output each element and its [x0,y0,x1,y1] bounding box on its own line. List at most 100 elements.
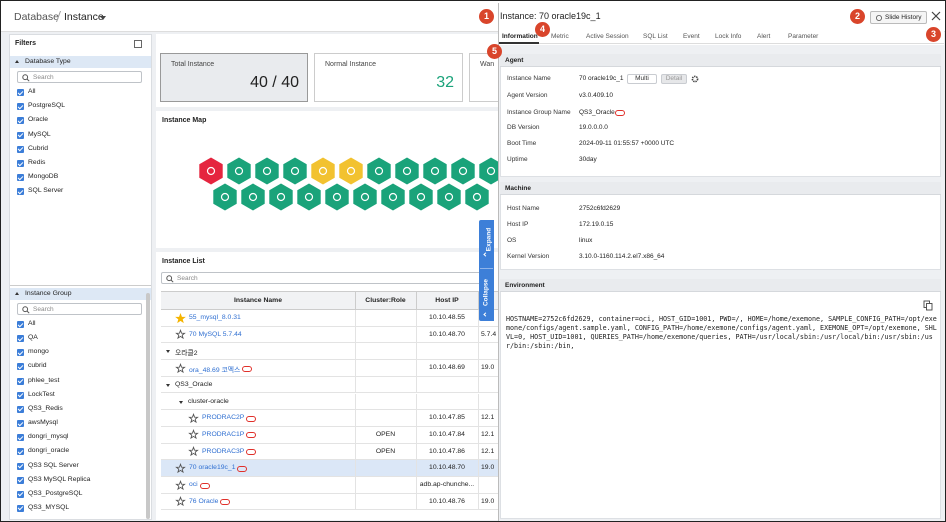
instance-hexagon [325,183,349,211]
field-value: 172.19.0.15 [579,221,614,228]
star-icon [175,312,186,323]
group-name: QS3_Oracle [175,380,213,388]
title-caret[interactable] [100,16,106,20]
detail-button[interactable]: Detail [661,74,687,84]
table-row[interactable] [161,326,498,344]
copy-icon[interactable] [923,300,933,311]
checkbox[interactable] [17,420,24,428]
instance-name[interactable]: PRODRAC2P [202,414,245,422]
checkbox[interactable] [17,321,24,328]
detail-tab[interactable]: SQL List [643,33,668,40]
detail-tab[interactable]: Information [502,33,538,40]
cell-divider [478,460,479,477]
checkbox[interactable] [17,103,24,111]
checkbox[interactable] [17,363,24,371]
checkbox[interactable] [17,349,24,357]
checkbox[interactable] [17,335,24,343]
instance-name[interactable]: ora_48.69 코멕스 [189,367,241,375]
filter-option: MongoDB [28,173,59,181]
scrollbar [146,293,150,519]
cell-divider [416,376,417,394]
instance-name[interactable]: 55_mysql_8.0.31 [189,314,241,321]
table-row[interactable] [161,477,498,494]
checkbox[interactable] [17,448,24,456]
instance-icon [374,166,384,176]
cell-divider [478,493,479,511]
instance-name[interactable]: 76 Oracle [189,497,219,505]
summary-card[interactable] [160,53,308,102]
clock [876,15,882,21]
group-caret[interactable] [166,383,170,387]
instance-hexagon [353,183,377,211]
checkbox[interactable] [17,490,24,498]
section-title: Environment [505,282,545,289]
checkbox[interactable] [17,160,24,167]
checkbox[interactable] [17,462,24,470]
cell-divider [478,477,479,494]
instance-name[interactable]: 70 oracle19c_1 [189,464,236,472]
detail-tab[interactable]: Metric [551,33,569,40]
table-row[interactable] [161,410,498,427]
instance-name[interactable]: oci [189,481,198,488]
checkbox[interactable] [17,391,24,399]
cell-divider [478,393,479,411]
search-icon [166,275,174,283]
collapse-caret[interactable] [15,292,19,295]
side-tab-label[interactable]: Collapse [482,278,490,307]
checkbox[interactable] [17,131,24,139]
table-row[interactable] [161,393,498,411]
multi-button[interactable]: Multi [627,74,657,84]
summary-card[interactable] [314,53,463,102]
detail-tab[interactable]: Parameter [788,33,819,40]
table-row[interactable] [161,426,498,444]
checkbox[interactable] [17,188,24,196]
checkbox[interactable] [17,476,24,484]
search-box[interactable]: Search [17,303,142,315]
checkbox[interactable] [17,174,24,182]
collapse-caret[interactable] [15,60,19,63]
checkbox[interactable] [17,89,24,96]
field-label: Uptime [507,156,528,163]
table-row[interactable] [161,493,498,511]
detail-tab[interactable]: Alert [757,33,771,40]
search-box[interactable]: Search [161,272,494,284]
host-ip: 10.10.47.85 [429,414,465,422]
table-row[interactable] [161,443,498,461]
detail-tab[interactable]: Active Session [586,33,629,40]
search-placeholder: Search [33,74,54,81]
filter-panel [9,34,152,520]
instance-map [199,157,503,211]
db-version: 5.7.4 [481,330,497,338]
instance-name[interactable]: PRODRAC3P [202,447,245,455]
star [175,479,186,490]
group-caret[interactable] [179,400,183,404]
instance-icon [430,166,440,176]
tab-bar [499,29,944,44]
instance-name[interactable]: PRODRAC1P [202,430,245,438]
table-row[interactable] [161,360,498,377]
history-button[interactable]: Slide History [870,11,927,24]
checkbox[interactable] [17,504,24,512]
close-button[interactable] [931,11,941,21]
group-caret[interactable] [166,350,170,354]
checkbox[interactable] [17,117,24,125]
checkbox[interactable] [17,145,24,153]
checkbox[interactable] [17,405,24,413]
table-row[interactable] [161,343,498,361]
filter-option: QA [28,334,38,342]
table-row[interactable] [161,460,498,477]
search-placeholder: Search [33,306,54,313]
panel-toggle[interactable] [134,40,142,48]
table-row[interactable] [161,376,498,394]
lens [22,74,29,81]
search-box[interactable]: Search [17,71,142,83]
detail-tab[interactable]: Event [683,33,700,40]
filter-option: QS3 SQL Server [28,461,79,469]
page-title: Instance [64,11,104,23]
field-value: 2752c6fd2629 [579,205,621,212]
detail-tab[interactable]: Lock Info [715,33,742,40]
instance-name[interactable]: 70 MySQL 5.7.44 [189,330,242,338]
checkbox[interactable] [17,377,24,385]
table-row[interactable] [161,310,498,327]
checkbox[interactable] [17,434,24,442]
